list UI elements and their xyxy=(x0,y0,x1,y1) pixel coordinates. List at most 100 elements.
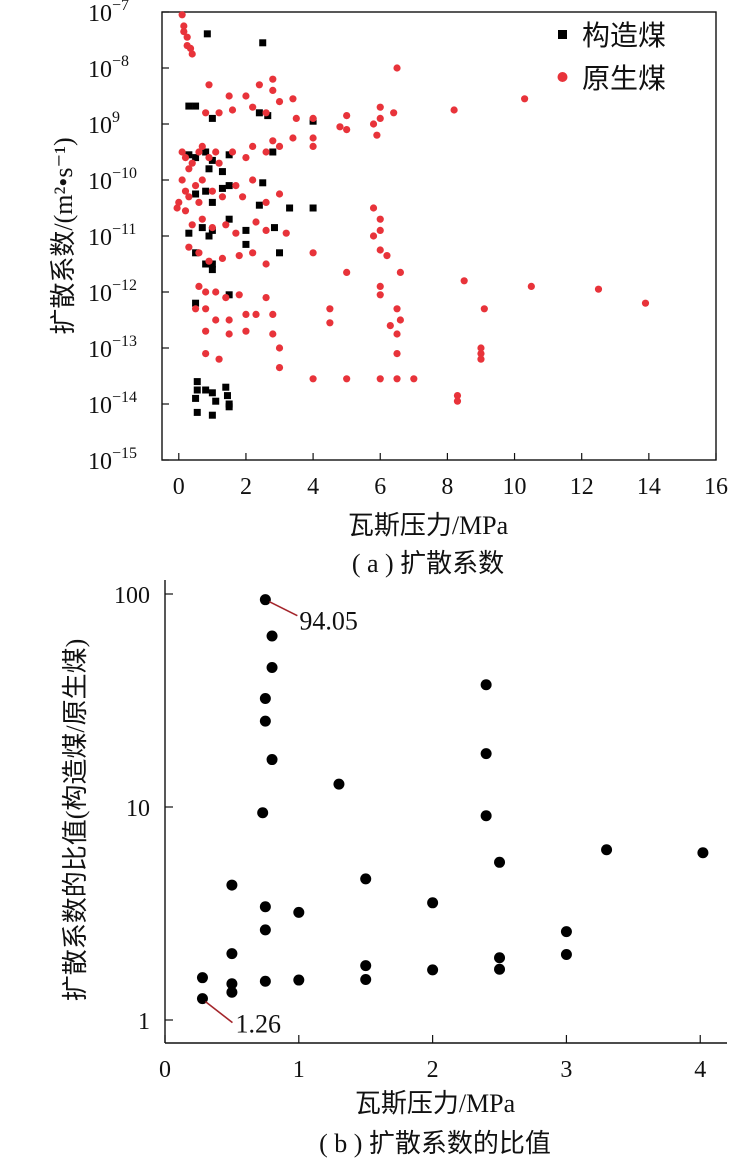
data-point-circle xyxy=(249,103,257,111)
data-point-circle xyxy=(262,226,270,234)
x-axis-b: 0 1 2 3 4 xyxy=(159,1035,706,1083)
data-point-circle xyxy=(453,392,462,400)
y-tick-label-b: 10 xyxy=(126,796,150,822)
points-b xyxy=(196,594,709,1005)
data-point-circle xyxy=(212,288,220,296)
data-point-circle xyxy=(393,330,401,338)
caption-a: ( a ) 扩散系数 xyxy=(352,549,504,578)
y-tick-exponent-a: −12 xyxy=(112,277,137,294)
data-point-square xyxy=(208,156,216,164)
data-point-circle xyxy=(191,182,200,190)
data-point-circle xyxy=(218,193,227,201)
data-point-circle xyxy=(249,176,257,184)
data-point-circle xyxy=(215,109,223,117)
data-point-circle xyxy=(376,215,384,223)
data-point-square xyxy=(259,179,267,187)
data-point-circle xyxy=(212,148,220,156)
data-point-ratio xyxy=(494,952,506,964)
data-point-square xyxy=(192,394,200,402)
data-point-circle xyxy=(228,148,237,156)
data-point-square xyxy=(192,102,200,110)
annotation-label: 94.05 xyxy=(299,607,358,636)
data-point-circle xyxy=(186,44,195,53)
data-point-circle xyxy=(309,114,317,122)
data-point-square xyxy=(225,215,233,223)
data-point-circle xyxy=(198,176,206,184)
x-tick-label-a: 14 xyxy=(637,474,661,500)
data-point-circle xyxy=(242,310,250,318)
y-tick-label-b: 1 xyxy=(138,1009,150,1035)
data-point-circle xyxy=(202,350,210,358)
data-point-circle xyxy=(238,193,247,201)
y-tick-exponent-a: −14 xyxy=(112,389,137,406)
data-point-square xyxy=(309,204,317,212)
data-point-ratio xyxy=(480,679,492,691)
data-point-circle xyxy=(249,142,257,150)
data-point-ratio xyxy=(196,993,208,1005)
data-point-circle xyxy=(202,327,210,335)
data-point-ratio xyxy=(494,963,506,975)
data-point-circle xyxy=(188,159,196,167)
data-point-circle xyxy=(183,33,191,41)
data-point-circle xyxy=(393,375,401,383)
x-tick-label-a: 10 xyxy=(503,474,527,500)
data-point-circle xyxy=(235,252,243,260)
data-point-ratio xyxy=(259,924,271,936)
x-axis-label-b: 瓦斯压力/MPa xyxy=(355,1089,516,1118)
data-point-ratio xyxy=(259,901,271,913)
data-point-square xyxy=(218,184,226,192)
data-point-circle xyxy=(641,299,650,307)
x-tick-label-a: 2 xyxy=(240,474,252,500)
x-tick-label-a: 0 xyxy=(173,474,185,500)
data-point-circle xyxy=(175,198,183,206)
y-tick-label-b: 100 xyxy=(114,583,150,609)
y-tick-label-a: 10−8 xyxy=(88,53,129,83)
data-point-circle xyxy=(228,106,237,114)
data-point-circle xyxy=(242,92,250,100)
data-point-circle xyxy=(309,134,317,142)
data-point-square xyxy=(202,386,210,394)
data-point-circle xyxy=(173,204,181,212)
data-point-circle xyxy=(232,229,240,237)
data-point-circle xyxy=(205,81,213,89)
data-point-square xyxy=(212,397,220,405)
data-point-circle xyxy=(527,282,535,290)
data-point-square xyxy=(225,403,233,411)
data-point-square xyxy=(202,148,210,156)
data-point-square xyxy=(225,291,233,299)
data-point-square xyxy=(205,232,213,240)
legend-label-2: 原生煤 xyxy=(582,63,666,95)
data-point-circle xyxy=(262,109,270,117)
annotation-leader xyxy=(204,1000,233,1024)
data-point-circle xyxy=(477,344,485,352)
data-point-circle xyxy=(343,126,351,134)
data-point-circle xyxy=(215,355,223,363)
data-point-ratio xyxy=(427,964,439,976)
data-point-circle xyxy=(225,330,233,338)
data-point-circle xyxy=(396,268,404,276)
data-point-circle xyxy=(205,154,213,162)
data-point-circle xyxy=(262,198,270,206)
x-tick-label-a: 8 xyxy=(441,474,453,500)
data-point-circle xyxy=(393,64,401,72)
y-tick-exponent-a: −15 xyxy=(112,445,137,462)
y-tick-label-a: 10−7 xyxy=(88,0,129,27)
x-axis-label-a: 瓦斯压力/MPa xyxy=(348,511,509,540)
data-point-circle xyxy=(202,109,210,117)
data-point-ratio xyxy=(196,972,208,984)
data-point-circle xyxy=(275,364,284,372)
x-axis-a: 0 2 4 6 8 10 12 14 16 xyxy=(173,453,728,500)
chart-a: 10−710−810910−1010−1110−1210−1310−1410−1… xyxy=(49,0,728,578)
data-point-square xyxy=(193,408,201,416)
data-point-ratio xyxy=(226,978,238,990)
data-point-circle xyxy=(178,11,186,19)
legend-marker-circle xyxy=(557,72,568,82)
data-point-circle xyxy=(343,268,351,276)
data-point-circle xyxy=(195,249,203,257)
points-a xyxy=(173,11,650,419)
data-point-circle xyxy=(262,294,270,302)
caption-b: ( b ) 扩散系数的比值 xyxy=(319,1129,551,1158)
data-point-square xyxy=(192,299,200,307)
data-point-square xyxy=(269,148,277,156)
data-point-circle xyxy=(477,355,485,363)
